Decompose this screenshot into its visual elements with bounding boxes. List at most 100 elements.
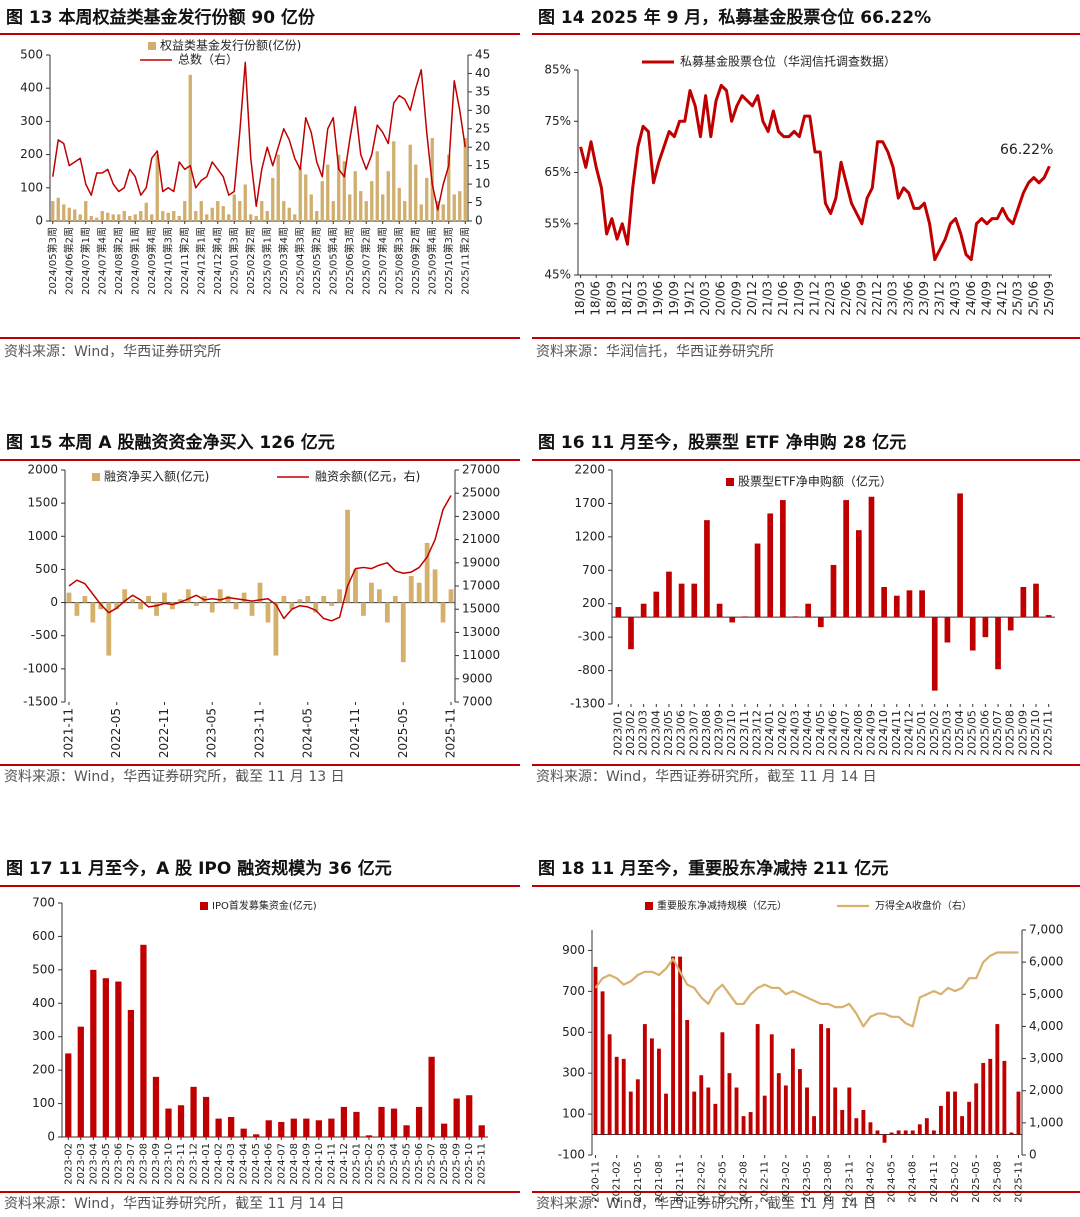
bar	[122, 589, 128, 603]
y-tick-label: -1300	[570, 697, 605, 711]
x-tick-label: 2023/03	[637, 710, 650, 756]
y2-tick-label: 25000	[462, 486, 500, 500]
y2-tick-label: 19000	[462, 555, 500, 569]
bar	[790, 1048, 795, 1135]
x-tick-label: 2020-11	[591, 1161, 602, 1203]
x-tick-label: 2024/10	[877, 710, 890, 756]
bar	[1007, 617, 1014, 631]
bar	[62, 204, 66, 221]
x-tick-label: 20/03	[698, 281, 712, 316]
bar	[392, 141, 396, 221]
bar	[635, 1079, 640, 1135]
x-tick-label: 2025-09	[452, 1143, 463, 1185]
bar	[960, 1116, 965, 1135]
y-tick-label: 0	[50, 595, 58, 609]
y2-tick-label: 2,000	[1029, 1083, 1063, 1097]
y-tick-label: 200	[20, 147, 43, 161]
x-tick-label: 2024-10	[314, 1143, 325, 1185]
x-tick-label: 24/12	[995, 281, 1009, 316]
y2-tick-label: 17000	[462, 579, 500, 593]
x-tick-label: 2024/08第2周	[112, 227, 125, 295]
bar	[228, 1116, 235, 1137]
x-tick-label: 2024-11	[348, 708, 362, 758]
x-tick-label: 2025/11第2周	[458, 227, 471, 295]
bar	[1009, 1132, 1014, 1135]
x-tick-label: 2025/04第3周	[293, 227, 306, 295]
x-tick-label: 2023-10	[164, 1143, 175, 1185]
line-series	[594, 951, 1019, 1028]
x-tick-label: 21/12	[808, 281, 822, 316]
bar	[447, 154, 451, 221]
legend-label: 总数（右）	[178, 52, 238, 67]
x-tick-label: 19/09	[667, 281, 681, 316]
x-tick-label: 2023-08	[138, 1143, 149, 1185]
x-tick-label: 2024-09	[301, 1143, 312, 1185]
bar	[276, 154, 280, 221]
y-tick-label: 100	[32, 1096, 55, 1110]
y-tick-label: 900	[562, 943, 585, 957]
x-tick-label: 2023/02	[624, 710, 637, 756]
x-tick-label: 2023/06	[675, 710, 688, 756]
y2-tick-label: 15000	[462, 602, 500, 616]
x-tick-label: 22/09	[854, 281, 868, 316]
bar	[165, 1108, 172, 1137]
bar	[769, 1034, 774, 1135]
bar	[868, 496, 875, 618]
y-tick-label: -1500	[23, 695, 58, 709]
legend-swatch	[148, 42, 156, 50]
x-tick-label: 2023-03	[76, 1143, 87, 1185]
bar	[289, 602, 295, 610]
legend-label: 融资净买入额(亿元)	[104, 469, 209, 484]
bar	[729, 617, 736, 623]
bar	[653, 591, 660, 618]
x-tick-label: 21/06	[776, 281, 790, 316]
bar	[919, 590, 925, 618]
bar	[931, 1130, 936, 1135]
y-tick-label: -500	[31, 628, 58, 642]
x-tick-label: 2025/10第3周	[442, 227, 455, 295]
bar	[1002, 1060, 1007, 1135]
x-tick-label: 18/03	[573, 281, 587, 316]
x-tick-label: 19/06	[651, 281, 665, 316]
x-tick-label: 2024-03	[226, 1143, 237, 1185]
chart-title: 图 15 本周 A 股融资资金净买入 126 亿元	[6, 432, 335, 453]
x-tick-label: 2024-05	[887, 1161, 898, 1203]
bar	[840, 1110, 845, 1135]
x-tick-label: 2023-02	[781, 1161, 792, 1203]
bar	[122, 211, 126, 221]
bar	[190, 1086, 197, 1137]
bar	[776, 1073, 781, 1135]
x-tick-label: 24/03	[948, 281, 962, 316]
x-tick-label: 2025/01	[915, 710, 928, 756]
y2-tick-label: 4,000	[1029, 1019, 1063, 1033]
bar	[232, 194, 236, 221]
x-tick-label: 2024/12第4周	[211, 227, 224, 295]
bar	[238, 201, 242, 221]
legend-swatch	[92, 473, 100, 481]
y2-tick-label: 9000	[462, 671, 493, 685]
bar	[982, 617, 989, 638]
bar	[657, 1048, 661, 1135]
x-tick-label: 2025-11	[444, 708, 458, 758]
bar	[425, 177, 429, 221]
bar	[221, 206, 225, 221]
legend-label: 私募基金股票仓位（华润信托调查数据）	[680, 54, 896, 69]
x-tick-label: 25/09	[1042, 281, 1056, 316]
y2-tick-label: 13000	[462, 625, 500, 639]
x-tick-label: 2023-12	[189, 1143, 200, 1185]
bar	[969, 617, 976, 651]
x-tick-label: 2024-07	[276, 1143, 287, 1185]
x-tick-label: 2024/05	[814, 710, 827, 756]
x-tick-label: 2021-05	[633, 1161, 644, 1203]
y-tick-label: 300	[562, 1066, 585, 1080]
bar	[833, 1087, 838, 1135]
bar	[265, 211, 269, 221]
y-tick-label: 700	[32, 896, 55, 910]
bar	[370, 181, 374, 221]
bar	[337, 589, 342, 603]
y-tick-label: 300	[20, 114, 43, 128]
bar	[995, 1024, 1000, 1135]
x-tick-label: 2024/01	[763, 710, 776, 756]
bar	[452, 194, 456, 221]
x-tick-label: 19/12	[682, 281, 696, 316]
